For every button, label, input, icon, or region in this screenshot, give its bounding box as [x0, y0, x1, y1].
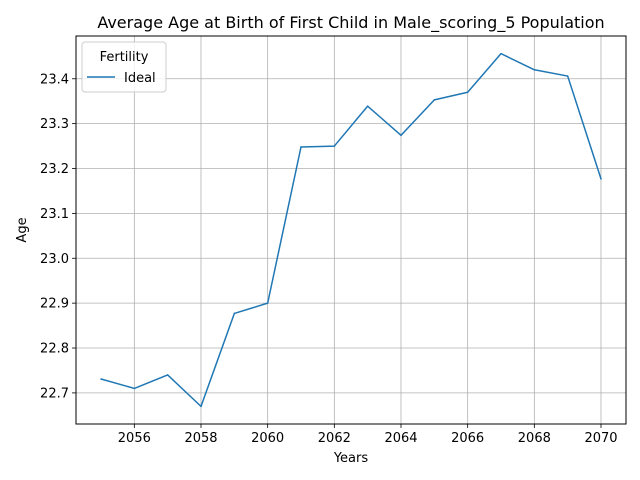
x-tick-label: 2068	[518, 431, 551, 446]
data-point	[433, 99, 436, 101]
data-point	[366, 105, 369, 107]
chart-title: Average Age at Birth of First Child in M…	[97, 13, 604, 33]
y-axis-label: Age	[15, 217, 30, 242]
legend-box	[81, 41, 167, 93]
x-tick-label: 2070	[584, 431, 617, 446]
x-tick-label: 2056	[118, 431, 151, 446]
x-axis: 2056 2058 2060 2062 2064 2066 2068 2070	[118, 424, 618, 446]
data-point	[266, 302, 269, 304]
legend-title: Fertility	[100, 50, 149, 65]
data-point	[500, 52, 502, 55]
x-tick-label: 2058	[184, 431, 217, 446]
x-tick-label: 2064	[384, 431, 417, 446]
x-tick-label: 2062	[318, 431, 351, 446]
y-tick-label: 23.1	[40, 207, 69, 222]
data-point	[566, 75, 569, 77]
y-tick-label: 22.8	[40, 342, 69, 357]
data-point	[400, 134, 402, 137]
data-point	[333, 145, 336, 147]
grid	[76, 36, 626, 424]
x-tick-label: 2060	[251, 431, 284, 446]
data-point	[133, 387, 136, 390]
y-tick-label: 22.9	[40, 297, 69, 312]
legend: Fertility Ideal	[81, 41, 167, 93]
data-point	[166, 374, 169, 376]
data-point	[100, 378, 102, 380]
data-point	[600, 178, 602, 180]
y-axis: 22.7 22.8 22.9 23.0 23.1 23.2 23.3 23.4	[40, 72, 76, 401]
plot-frame	[75, 35, 627, 425]
legend-label: Ideal	[124, 71, 156, 86]
x-axis-label: Years	[333, 451, 369, 466]
data-point	[466, 91, 469, 94]
y-tick-label: 22.7	[40, 386, 69, 401]
y-tick-label: 23.3	[40, 117, 69, 132]
y-tick-label: 23.4	[40, 72, 69, 87]
data-point	[200, 405, 202, 408]
series-layer	[100, 52, 602, 408]
x-tick-label: 2066	[451, 431, 484, 446]
y-tick-label: 23.0	[40, 252, 69, 267]
data-point	[233, 312, 236, 315]
series-line-ideal	[100, 52, 602, 408]
y-tick-label: 23.2	[40, 162, 69, 177]
data-point	[533, 68, 536, 71]
data-point	[300, 146, 302, 148]
